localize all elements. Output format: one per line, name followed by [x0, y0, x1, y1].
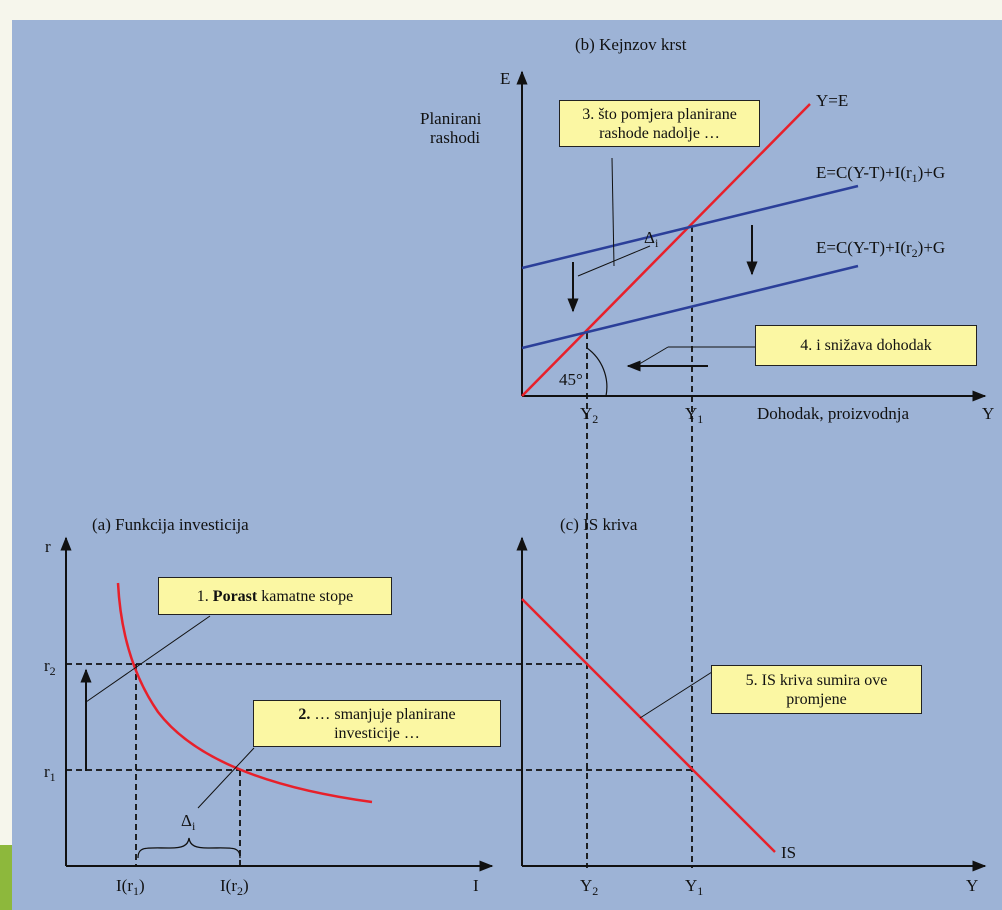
panel-a-delta-label: Δi: [181, 811, 196, 833]
delta-brace: [137, 837, 241, 859]
panel-b-y-symbol: E: [500, 69, 510, 88]
panel-b-tick-y2: Y2: [580, 404, 598, 426]
panel-c-x-symbol: Y: [966, 876, 978, 895]
panel-a-investment-function: (a) Funkcija investicija r I r2 r1 I(r1)…: [44, 515, 692, 898]
panel-a-x-symbol: I: [473, 876, 479, 895]
panel-a-title: (a) Funkcija investicija: [92, 515, 249, 534]
panel-b-y-label-line2: rashodi: [430, 128, 480, 147]
callout-2-line1: 2. … smanjuje planirane: [298, 705, 456, 723]
is-curve-label: IS: [781, 843, 796, 862]
panel-b-x-label: Dohodak, proizvodnja: [757, 404, 909, 423]
line-45-label: Y=E: [816, 91, 848, 110]
panel-a-tick-i-r2: I(r2): [220, 876, 249, 898]
expenditure-line-r1: [521, 184, 859, 270]
expenditure-line-r2: [521, 264, 859, 350]
line-e1-label: E=C(Y-T)+I(r1)+G: [816, 163, 945, 185]
callout-3-line2: rashode nadolje …: [599, 124, 720, 142]
callout-2-line2: investicije …: [334, 724, 420, 742]
panel-c-title: (c) IS kriva: [560, 515, 638, 534]
panel-a-tick-r1: r1: [44, 762, 56, 784]
callout-box-2: 2. … smanjuje planirane investicije …: [253, 700, 501, 747]
callout-3-line1: 3. što pomjera planirane: [582, 105, 737, 123]
callout-box-4: 4. i snižava dohodak: [755, 325, 977, 366]
panel-b-tick-y1: Y1: [685, 404, 703, 426]
panel-c-tick-y2: Y2: [580, 876, 598, 898]
angle-arc: [586, 347, 608, 397]
callout-4-text: 4. i snižava dohodak: [800, 337, 932, 354]
is-curve: [521, 598, 776, 853]
panel-b-y-label-line1: Planirani: [420, 109, 482, 128]
panel-a-tick-i-r1: I(r1): [116, 876, 145, 898]
panel-a-y-symbol: r: [45, 537, 51, 556]
callout-5-line1: 5. IS kriva sumira ove: [745, 671, 888, 689]
panel-b-x-symbol: Y: [982, 404, 994, 423]
diagram-panel: [12, 20, 1002, 910]
panel-b-keynesian-cross: (b) Kejnzov krst E Planirani rashodi Doh…: [420, 35, 994, 868]
callout-5-line2: promjene: [786, 690, 847, 708]
angle-label: 45°: [559, 370, 583, 389]
green-accent-bar: [0, 845, 12, 910]
callout-5-leader: [639, 671, 713, 719]
callout-box-3: 3. što pomjera planirane rashode nadolje…: [559, 100, 760, 147]
forty-five-degree-line: [521, 103, 811, 397]
callout-box-1: 1. Porast kamatne stope: [158, 577, 392, 615]
callout-3-leader: [611, 157, 615, 267]
panel-a-tick-r2: r2: [44, 656, 56, 678]
callout-box-5: 5. IS kriva sumira ove promjene: [711, 665, 922, 714]
panel-c-is-curve: Y IS Y2 Y1: [516, 536, 987, 898]
callout-1-leader: [85, 615, 211, 703]
callout-4-leader-b: [635, 346, 669, 367]
line-e2-label: E=C(Y-T)+I(r2)+G: [816, 238, 945, 260]
panel-b-title: (b) Kejnzov krst: [575, 35, 687, 54]
panel-b-delta-label: Δi: [644, 228, 659, 250]
panel-c-tick-y1: Y1: [685, 876, 703, 898]
callout-1-text: 1. Porast kamatne stope: [196, 587, 354, 605]
investment-curve: [116, 582, 373, 804]
callout-2-leader: [197, 747, 255, 809]
